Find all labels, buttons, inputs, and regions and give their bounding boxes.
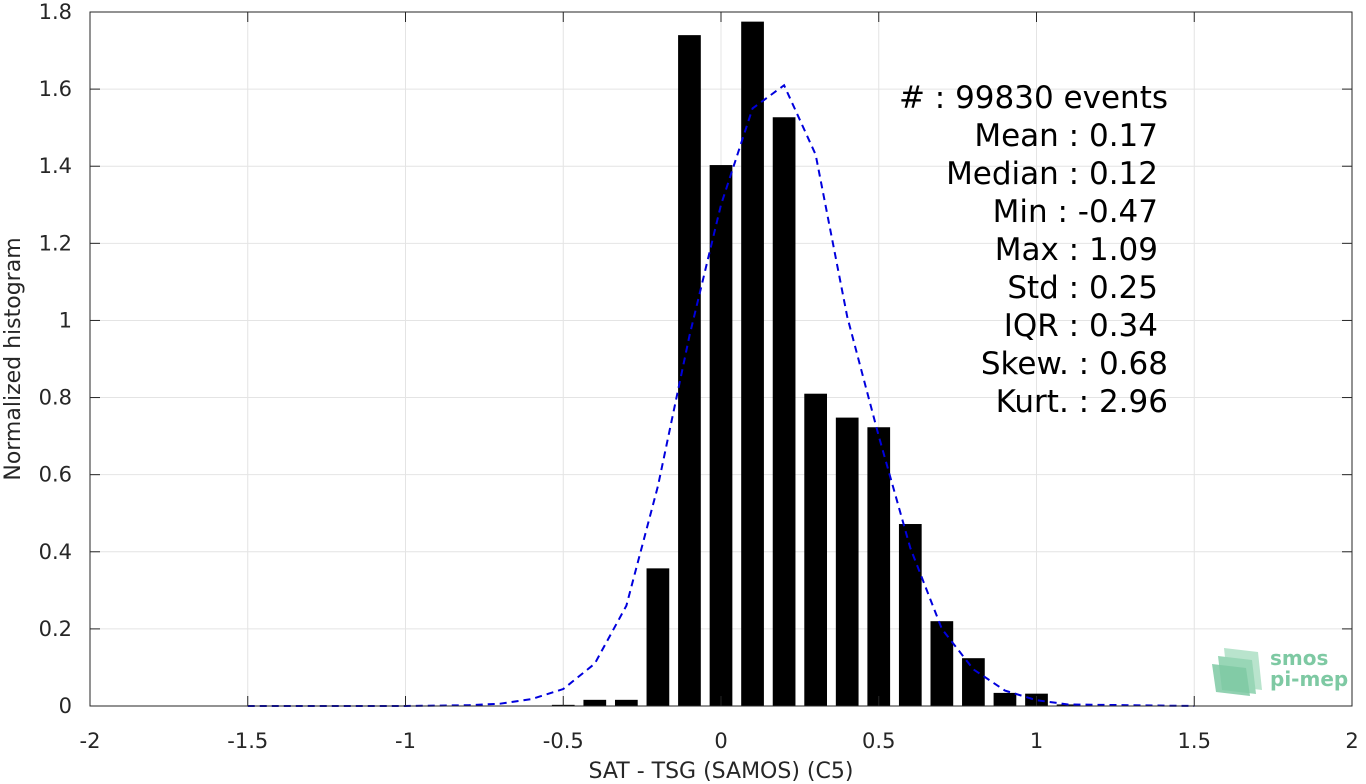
stat-line: Mean : 0.17 [974, 118, 1158, 154]
histogram-bar [867, 427, 891, 706]
stat-line: Max : 1.09 [995, 232, 1158, 268]
histogram-bars [551, 21, 1080, 707]
histogram-bar [741, 21, 764, 706]
logo-emblem-icon [1212, 648, 1262, 696]
x-tick-label: 1.5 [1178, 729, 1211, 753]
y-tick-label: 0.8 [39, 386, 72, 410]
x-tick-label: -2 [80, 729, 101, 753]
y-tick-label: 1.4 [39, 154, 72, 178]
x-tick-label: 0 [714, 729, 727, 753]
stat-line: # : 99830 events [899, 80, 1168, 116]
stat-line: Skew. : 0.68 [981, 346, 1168, 382]
y-tick-label: 0 [59, 694, 72, 718]
histogram-bar [583, 699, 607, 706]
stat-line: Std : 0.25 [1007, 270, 1158, 306]
x-tick-label: 2 [1345, 729, 1358, 753]
y-axis-label: Normalized histogram [1, 237, 26, 480]
y-tick-label: 1.6 [39, 77, 72, 101]
histogram-bar [804, 393, 828, 706]
x-tick-label: -1.5 [227, 729, 268, 753]
histogram-bar [614, 699, 638, 706]
x-tick-label: 1 [1030, 729, 1043, 753]
y-tick-label: 1.2 [39, 231, 72, 255]
histogram-bar [962, 658, 985, 706]
histogram-bar [835, 417, 859, 706]
x-tick-label: 0.5 [862, 729, 895, 753]
y-tick-label: 1.8 [39, 0, 72, 24]
histogram-bar [930, 621, 954, 706]
histogram-bar [678, 35, 701, 706]
stat-line: Kurt. : 2.96 [996, 384, 1168, 420]
x-tick-label: -0.5 [543, 729, 584, 753]
y-tick-label: 0.2 [39, 617, 72, 641]
x-axis-label: SAT - TSG (SAMOS) (C5) [589, 759, 854, 784]
logo-line-2: pi-mep [1270, 667, 1348, 691]
fit-curve-line [247, 83, 1195, 707]
histogram-bar [709, 165, 733, 706]
stat-line: Min : -0.47 [993, 194, 1158, 230]
x-tick-label: -1 [395, 729, 416, 753]
stat-line: Median : 0.12 [946, 156, 1158, 192]
y-tick-labels: 0 0.2 0.4 0.6 0.8 1 1.2 1.4 1.6 1.8 [39, 0, 72, 718]
y-tick-label: 1 [59, 308, 72, 332]
axes [89, 11, 1353, 707]
histogram-bar [772, 117, 796, 707]
logo-line-1: smos [1270, 646, 1328, 670]
histogram-bar [646, 568, 670, 706]
smos-pi-mep-logo: smos pi-mep [1212, 646, 1348, 696]
y-tick-label: 0.6 [39, 463, 72, 487]
histogram-bar [993, 692, 1017, 706]
y-tick-label: 0.4 [39, 540, 72, 564]
stat-line: IQR : 0.34 [1004, 308, 1158, 344]
histogram-bar [898, 524, 922, 706]
fit-curve-group [247, 83, 1195, 707]
x-tick-labels: -2 -1.5 -1 -0.5 0 0.5 1 1.5 2 [80, 729, 1359, 753]
